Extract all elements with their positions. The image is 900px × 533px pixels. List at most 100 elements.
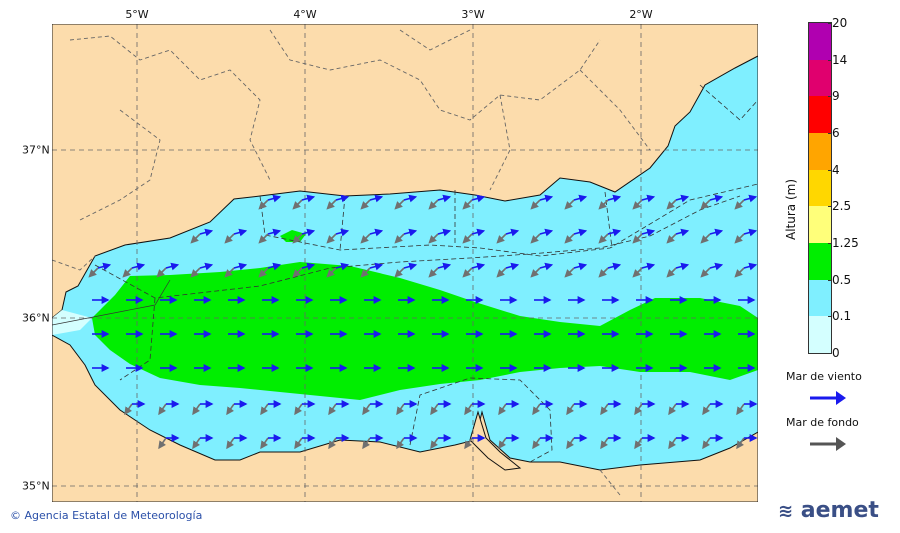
swell-arrow — [362, 403, 371, 416]
colorbar-tick-label: 9 — [832, 89, 840, 104]
swell-arrow — [598, 267, 609, 278]
aemet-wordmark: aemet — [800, 498, 879, 523]
swell-arrow — [328, 437, 337, 450]
swell-arrow — [88, 267, 99, 278]
swell-arrow — [224, 233, 235, 244]
colorbar-tick-mark — [828, 133, 832, 134]
wind-sea-label: Mar de viento — [786, 370, 862, 383]
swell-arrow — [260, 437, 269, 450]
colorbar-tick-mark — [828, 316, 832, 318]
wind-sea-arrow — [199, 228, 214, 237]
wind-sea-arrow — [641, 262, 656, 271]
swell-arrow — [226, 437, 235, 450]
strait-line — [52, 279, 171, 326]
aemet-logo: ≋ aemet — [778, 498, 879, 523]
wind-sea-arrow — [437, 194, 452, 203]
swell-arrow — [226, 403, 235, 416]
swell-arrow — [122, 267, 133, 278]
swell-arrow — [292, 199, 303, 210]
wind-sea-arrow — [335, 194, 350, 203]
colorbar-tick-mark — [828, 206, 832, 208]
wind-sea-arrow — [539, 194, 554, 203]
swell-arrow — [394, 199, 405, 210]
swell-arrow — [634, 403, 643, 416]
swell-arrow — [632, 233, 643, 244]
wind-sea-arrow — [267, 228, 282, 237]
wind-sea-arrow — [709, 228, 724, 237]
swell-arrow — [464, 437, 473, 450]
swell-arrow — [156, 267, 167, 278]
swell-arrow — [496, 233, 507, 244]
wind-sea-arrow — [471, 194, 486, 203]
colorbar-tick-label: 0.5 — [832, 272, 852, 287]
swell-arrow — [462, 233, 473, 244]
swell-arrow — [734, 267, 745, 278]
wind-sea-arrow-icon — [810, 391, 846, 405]
wind-sea-arrow — [675, 262, 690, 271]
swell-arrow — [428, 199, 439, 210]
swell-arrow — [462, 267, 473, 278]
swell-arrow — [564, 233, 575, 244]
swell-arrow — [532, 437, 541, 450]
wind-sea-arrow — [335, 228, 350, 237]
wind-sea-arrow — [403, 262, 418, 271]
colorbar-tick-label: 2.5 — [832, 199, 852, 214]
swell-arrow — [702, 403, 711, 416]
wave-arrows-layer — [88, 194, 758, 450]
swell-arrow — [428, 267, 439, 278]
land-borders — [52, 29, 651, 496]
swell-arrow — [362, 437, 371, 450]
colorbar-tick-label: 20 — [832, 16, 848, 30]
wind-sea-arrow — [233, 262, 248, 271]
colorbar-band — [809, 279, 831, 317]
lon-label-5w: 5°W — [125, 8, 149, 21]
swell-arrow — [632, 199, 643, 210]
wind-sea-arrow — [267, 194, 282, 203]
swell-arrow — [600, 403, 609, 416]
swell-arrow — [600, 437, 609, 450]
wind-sea-arrow — [641, 194, 656, 203]
swell-arrow — [396, 437, 405, 450]
swell-arrow — [360, 199, 371, 210]
swell-arrow — [498, 437, 507, 450]
swell-arrow — [396, 403, 405, 416]
swell-arrow — [430, 437, 439, 450]
swell-arrow — [326, 199, 337, 210]
swell-arrow — [326, 267, 337, 278]
wave-height-colorbar — [808, 22, 832, 354]
swell-arrow — [530, 233, 541, 244]
swell-arrow — [532, 403, 541, 416]
wind-sea-arrow — [199, 262, 214, 271]
colorbar-band — [809, 169, 831, 207]
swell-arrow — [360, 233, 371, 244]
swell-arrow — [428, 233, 439, 244]
lon-label-2w: 2°W — [629, 8, 653, 21]
wind-sea-arrow — [369, 194, 384, 203]
wind-sea-arrow — [539, 228, 554, 237]
wind-sea-arrow — [607, 228, 622, 237]
swell-arrow — [360, 267, 371, 278]
swell-arrow — [734, 233, 745, 244]
swell-arrow — [394, 267, 405, 278]
swell-arrow — [190, 233, 201, 244]
swell-arrow — [258, 267, 269, 278]
swell-arrow-icon — [810, 437, 846, 451]
wind-sea-arrow — [97, 262, 112, 271]
wind-sea-arrow — [165, 262, 180, 271]
swell-arrow — [294, 437, 303, 450]
swell-arrow — [666, 233, 677, 244]
swell-arrow — [598, 199, 609, 210]
swell-arrow — [734, 199, 745, 210]
wind-sea-arrow — [709, 262, 724, 271]
wind-sea-arrow — [301, 228, 316, 237]
wind-sea-arrow — [471, 228, 486, 237]
swell-arrow — [462, 199, 473, 210]
colorbar-tick-label: 1.25 — [832, 236, 859, 250]
wind-sea-arrow — [301, 262, 316, 271]
swell-arrow — [702, 437, 711, 450]
swell-arrow — [394, 233, 405, 244]
swell-label: Mar de fondo — [786, 416, 859, 429]
wind-sea-arrow — [573, 228, 588, 237]
wind-sea-arrow — [335, 262, 350, 271]
wind-sea-arrow — [743, 194, 758, 203]
